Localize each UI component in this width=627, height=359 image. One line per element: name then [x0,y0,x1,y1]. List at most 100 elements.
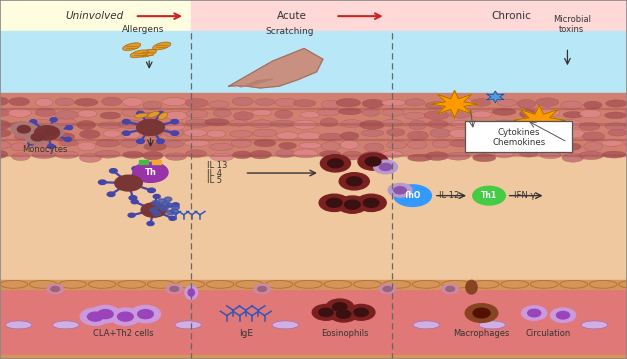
Circle shape [366,157,381,166]
Ellipse shape [624,141,627,148]
Ellipse shape [0,141,11,149]
Ellipse shape [579,122,600,130]
Ellipse shape [602,151,626,158]
Ellipse shape [557,120,581,128]
Ellipse shape [530,280,558,288]
Ellipse shape [0,97,9,106]
Circle shape [347,177,362,186]
Ellipse shape [275,98,297,107]
Bar [0,93,627,156]
Text: Scratching: Scratching [265,27,314,36]
Ellipse shape [362,108,380,116]
Ellipse shape [582,132,604,141]
Ellipse shape [123,43,140,51]
Ellipse shape [185,286,198,299]
Ellipse shape [186,110,208,118]
Ellipse shape [102,97,122,106]
Bar [0,284,627,359]
Ellipse shape [321,142,340,151]
Ellipse shape [536,122,555,130]
Text: CLA+Th2 cells: CLA+Th2 cells [93,328,153,338]
Ellipse shape [517,99,536,108]
Ellipse shape [449,129,472,138]
Text: Microbial
toxins: Microbial toxins [553,15,591,34]
Text: Acute: Acute [277,11,307,21]
Ellipse shape [265,280,293,288]
Ellipse shape [473,130,490,137]
Ellipse shape [162,98,186,106]
Ellipse shape [277,132,299,140]
Ellipse shape [55,98,74,106]
Circle shape [80,308,110,325]
Bar [152,160,161,164]
Ellipse shape [340,140,359,149]
Text: Chemokines: Chemokines [492,138,545,147]
Ellipse shape [472,111,492,118]
Circle shape [29,120,37,124]
Ellipse shape [293,149,318,158]
Circle shape [130,306,161,323]
Ellipse shape [408,154,432,162]
Ellipse shape [6,321,32,329]
Ellipse shape [32,151,56,159]
Circle shape [98,310,113,318]
Ellipse shape [209,143,233,150]
Ellipse shape [233,112,253,120]
Ellipse shape [55,118,76,126]
Circle shape [149,175,157,180]
Circle shape [131,200,138,204]
Circle shape [129,196,137,200]
Ellipse shape [293,99,316,107]
Ellipse shape [75,98,98,106]
Bar [0,156,627,284]
Ellipse shape [175,321,201,329]
Text: IL 4: IL 4 [207,168,222,178]
Circle shape [107,192,115,196]
Ellipse shape [250,150,271,159]
Ellipse shape [619,280,627,288]
Text: Th: Th [145,168,156,177]
Ellipse shape [184,129,207,137]
Circle shape [557,312,569,319]
Text: IL 12: IL 12 [439,191,459,200]
Ellipse shape [589,280,617,288]
Ellipse shape [497,131,517,139]
Ellipse shape [80,153,102,162]
Ellipse shape [471,122,492,131]
Bar [0,0,191,31]
Ellipse shape [205,118,229,126]
Circle shape [161,207,168,211]
Ellipse shape [29,280,57,288]
Circle shape [118,312,133,321]
Circle shape [153,195,161,199]
Circle shape [88,312,103,321]
Circle shape [153,211,161,216]
Ellipse shape [270,120,295,127]
Ellipse shape [492,120,517,128]
Ellipse shape [0,129,11,137]
Ellipse shape [381,99,406,106]
Ellipse shape [579,151,604,160]
Ellipse shape [517,133,538,141]
Ellipse shape [14,133,36,140]
Ellipse shape [340,132,359,140]
Ellipse shape [279,142,297,149]
Circle shape [473,308,490,318]
Ellipse shape [143,101,162,109]
Ellipse shape [10,143,28,151]
Circle shape [383,286,392,292]
Ellipse shape [320,118,338,127]
Ellipse shape [338,108,362,115]
Text: Circulation: Circulation [526,328,571,338]
Ellipse shape [432,139,451,148]
Text: IgE: IgE [239,328,253,338]
Ellipse shape [185,98,208,107]
Ellipse shape [382,151,403,158]
Ellipse shape [0,120,11,130]
Ellipse shape [536,108,559,117]
Ellipse shape [495,149,514,158]
Ellipse shape [32,141,51,148]
Circle shape [172,205,179,210]
Circle shape [327,199,342,207]
Circle shape [157,139,164,144]
